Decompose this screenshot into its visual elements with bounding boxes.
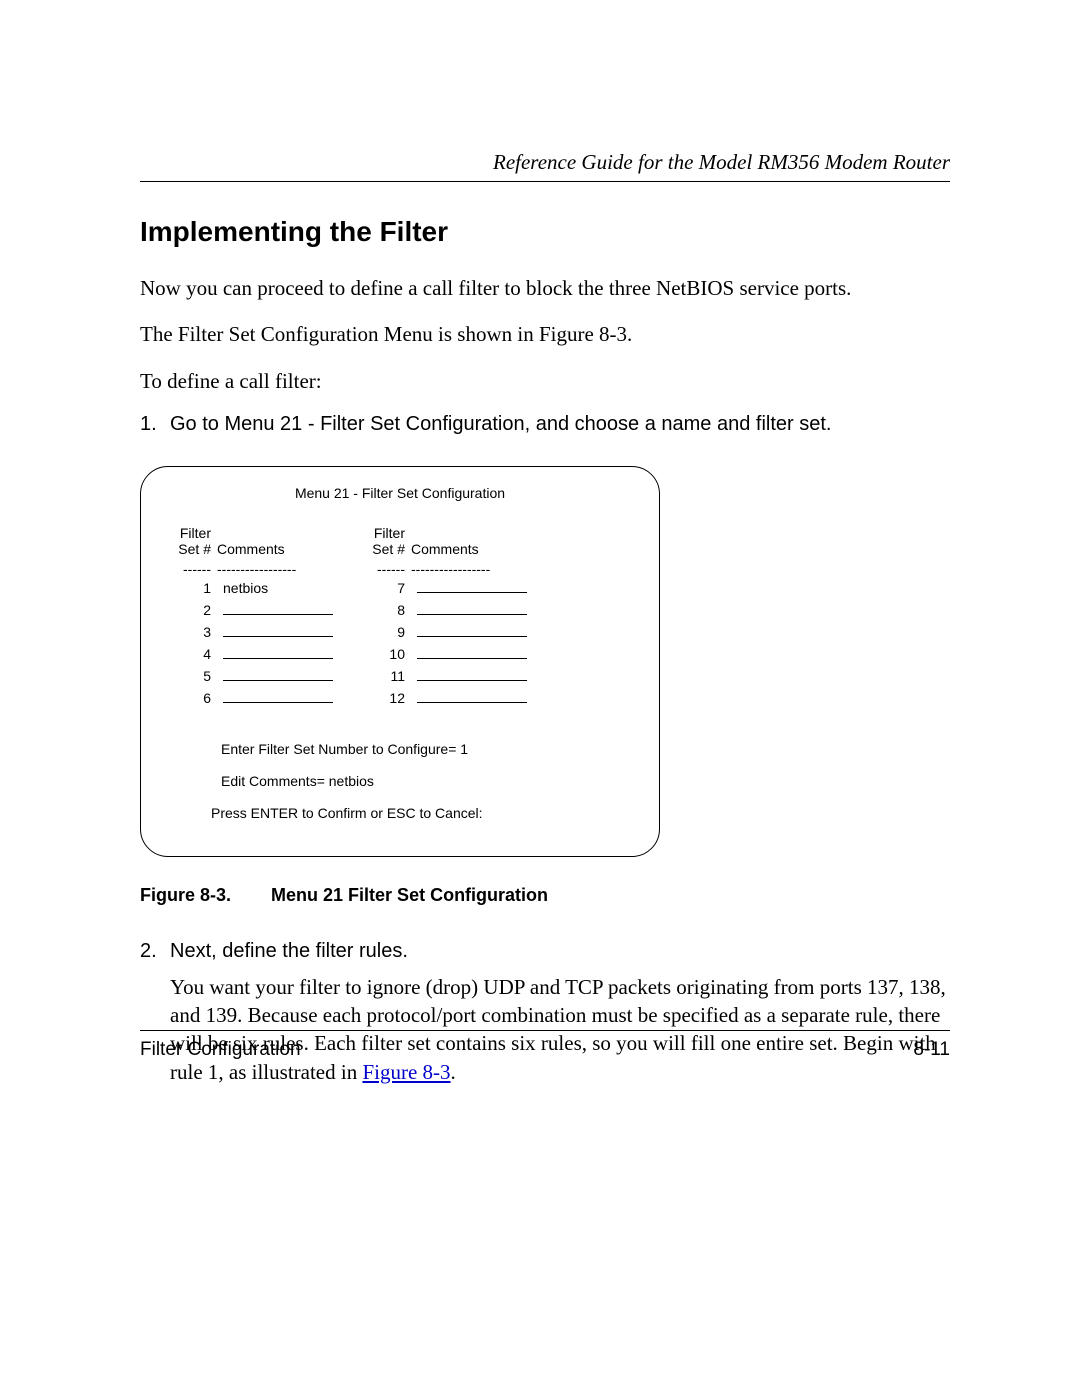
left-row-2-field <box>223 602 333 615</box>
left-row-3-num: 3 <box>169 624 223 640</box>
terminal-footer: Enter Filter Set Number to Configure= 1 … <box>221 733 639 830</box>
left-row-1: 1 netbios <box>169 577 343 599</box>
left-row-2: 2 <box>169 599 343 621</box>
dash-com-right: ----------------- <box>411 561 531 577</box>
terminal-footer-3: Press ENTER to Confirm or ESC to Cancel: <box>211 797 639 829</box>
right-row-6-num: 12 <box>363 690 417 706</box>
right-row-2-field <box>417 602 527 615</box>
figure-8-3-link[interactable]: Figure 8-3 <box>362 1060 450 1084</box>
left-row-6-field <box>223 690 333 703</box>
right-row-5: 11 <box>363 665 537 687</box>
terminal-col-right: Filter Set # Comments ------ -----------… <box>363 523 537 709</box>
right-row-6-field <box>417 690 527 703</box>
dash-set-right: ------ <box>363 561 411 577</box>
intro-para-1: Now you can proceed to define a call fil… <box>140 274 950 302</box>
left-row-4-num: 4 <box>169 646 223 662</box>
page: Reference Guide for the Model RM356 Mode… <box>0 0 1080 1397</box>
right-row-2-num: 8 <box>363 602 417 618</box>
step-2-number: 2. <box>140 940 170 963</box>
hdr-set-line2: Set # <box>169 541 211 557</box>
right-row-3-field <box>417 624 527 637</box>
hdr-comments-right: Comments <box>411 541 531 557</box>
step-list: 1. Go to Menu 21 - Filter Set Configurat… <box>140 413 950 436</box>
intro-para-3: To define a call filter: <box>140 367 950 395</box>
right-row-6: 12 <box>363 687 537 709</box>
running-head: Reference Guide for the Model RM356 Mode… <box>140 150 950 182</box>
right-row-5-field <box>417 668 527 681</box>
step-1-text: Go to Menu 21 - Filter Set Configuration… <box>170 413 950 436</box>
dash-set-left: ------ <box>169 561 217 577</box>
right-row-1-num: 7 <box>363 580 417 596</box>
page-footer: Filter Configuration 8-11 <box>140 1030 950 1061</box>
step-2-block: 2. Next, define the filter rules. You wa… <box>140 940 950 1086</box>
dash-row-right: ------ ----------------- <box>363 561 537 577</box>
step-2: 2. Next, define the filter rules. <box>140 940 950 963</box>
section-title: Implementing the Filter <box>140 216 950 248</box>
terminal-footer-1: Enter Filter Set Number to Configure= 1 <box>221 733 639 765</box>
col-right-header: Filter Set # Comments <box>363 523 537 557</box>
footer-right: 8-11 <box>913 1039 950 1061</box>
right-row-5-num: 11 <box>363 668 417 684</box>
hdr-set-line1-r: Filter <box>363 525 405 541</box>
left-row-4: 4 <box>169 643 343 665</box>
figure-8-3: Menu 21 - Filter Set Configuration Filte… <box>140 466 950 906</box>
left-row-6-num: 6 <box>169 690 223 706</box>
hdr-comments-left: Comments <box>217 541 337 557</box>
right-row-3: 9 <box>363 621 537 643</box>
terminal-footer-2: Edit Comments= netbios <box>221 765 639 797</box>
terminal-title: Menu 21 - Filter Set Configuration <box>161 485 639 501</box>
right-row-2: 8 <box>363 599 537 621</box>
right-row-3-num: 9 <box>363 624 417 640</box>
hdr-set-line1: Filter <box>169 525 211 541</box>
right-row-1: 7 <box>363 577 537 599</box>
right-row-1-field <box>417 580 527 593</box>
intro-para-2: The Filter Set Configuration Menu is sho… <box>140 320 950 348</box>
left-row-2-num: 2 <box>169 602 223 618</box>
step-2-detail-b: . <box>451 1060 456 1084</box>
figure-caption: Figure 8-3. Menu 21 Filter Set Configurat… <box>140 885 950 906</box>
right-row-4-field <box>417 646 527 659</box>
step-1-number: 1. <box>140 413 170 436</box>
col-left-header: Filter Set # Comments <box>169 523 343 557</box>
right-row-4: 10 <box>363 643 537 665</box>
dash-row-left: ------ ----------------- <box>169 561 343 577</box>
left-row-5-num: 5 <box>169 668 223 684</box>
step-2-text: Next, define the filter rules. <box>170 940 950 963</box>
left-row-3-field <box>223 624 333 637</box>
figure-caption-label: Figure 8-3. <box>140 885 231 905</box>
right-row-4-num: 10 <box>363 646 417 662</box>
left-row-5: 5 <box>169 665 343 687</box>
terminal-col-left: Filter Set # Comments ------ -----------… <box>169 523 343 709</box>
left-row-4-field <box>223 646 333 659</box>
terminal-box: Menu 21 - Filter Set Configuration Filte… <box>140 466 660 857</box>
left-row-5-field <box>223 668 333 681</box>
figure-caption-text: Menu 21 Filter Set Configuration <box>271 885 548 905</box>
footer-left: Filter Configuration <box>140 1039 301 1061</box>
terminal-columns: Filter Set # Comments ------ -----------… <box>169 523 639 709</box>
hdr-set-line2-r: Set # <box>363 541 405 557</box>
left-row-6: 6 <box>169 687 343 709</box>
dash-com-left: ----------------- <box>217 561 337 577</box>
left-row-1-num: 1 <box>169 580 223 596</box>
step-1: 1. Go to Menu 21 - Filter Set Configurat… <box>140 413 950 436</box>
left-row-3: 3 <box>169 621 343 643</box>
left-row-1-val: netbios <box>223 580 343 596</box>
